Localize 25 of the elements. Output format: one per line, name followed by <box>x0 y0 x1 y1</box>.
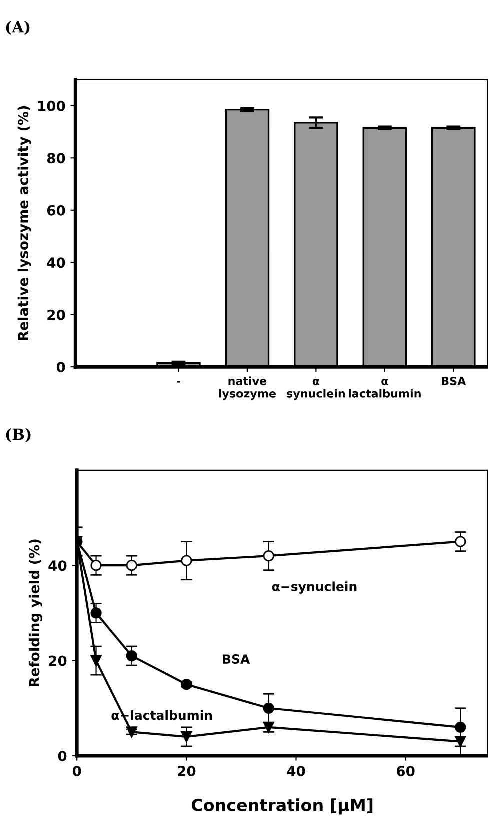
y-axis-title: Refolding yield (%) <box>28 540 42 687</box>
text: BSA <box>223 654 250 664</box>
y-tick-label: 40 <box>47 258 66 268</box>
y-tick-label: 100 <box>38 100 66 112</box>
y-axis-title: Relative lysozyme activity (%) <box>18 106 32 340</box>
x-tick-label: α synuclein <box>287 379 345 400</box>
chart-title: (B) <box>6 428 31 442</box>
x-tick-label: 40 <box>287 766 306 776</box>
x-tick-label: 0 <box>72 766 82 776</box>
x-axis-title: Concentration [μM] <box>192 798 373 815</box>
y-tick-label: 40 <box>48 560 67 572</box>
text: (A) <box>6 21 30 35</box>
y-tick-label: 80 <box>47 153 66 164</box>
y-tick-label: 20 <box>49 656 67 666</box>
x-tick-label: BSA <box>442 377 466 386</box>
series-label: α−synuclein <box>272 582 357 594</box>
y-tick-label: 20 <box>48 310 66 320</box>
x-tick-label: α lactalbumin <box>349 379 421 398</box>
x-tick-label: 20 <box>178 766 196 776</box>
x-tick-label: 60 <box>397 766 415 776</box>
x-tick-label: - <box>177 381 180 383</box>
y-tick-label: 0 <box>58 750 67 762</box>
y-tick-label: 60 <box>47 205 66 216</box>
y-tick-label: 0 <box>56 362 66 373</box>
x-tick-label: native lysozyme <box>219 376 276 400</box>
